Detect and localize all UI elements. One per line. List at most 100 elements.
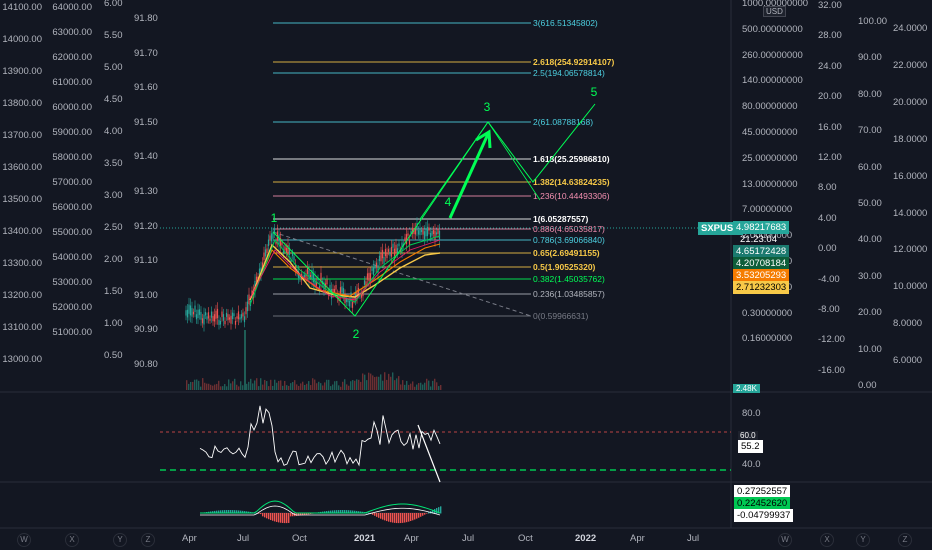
- macd-histogram-bar: [230, 510, 232, 514]
- candle-body: [363, 280, 366, 285]
- volume-bar: [328, 379, 330, 390]
- currency-label[interactable]: USD: [763, 6, 786, 17]
- candle-body: [335, 284, 337, 290]
- bottom-toolbar-button[interactable]: X: [820, 533, 834, 547]
- candle-body: [230, 315, 232, 324]
- time-tick: Apr: [404, 533, 419, 544]
- left2-tick: 54000.00: [52, 252, 92, 263]
- volume-bar: [290, 383, 292, 390]
- candle-body: [255, 276, 258, 282]
- volume-bar: [194, 379, 196, 390]
- right3-tick: 100.00: [858, 16, 888, 27]
- volume-bar: [314, 379, 316, 390]
- macd-histogram-bar: [272, 513, 274, 521]
- macd-tag-3: -0.04799937: [734, 509, 794, 522]
- candle-body: [197, 309, 199, 319]
- bottom-toolbar-button[interactable]: X: [65, 533, 79, 547]
- candle-body: [246, 301, 249, 312]
- macd-histogram-bar: [380, 513, 382, 519]
- volume-bar: [380, 374, 382, 390]
- candle-body: [374, 264, 376, 269]
- fib-level-label: 2.5(194.06578814): [533, 68, 605, 78]
- left1-tick: 13300.00: [2, 258, 42, 269]
- candle-body: [417, 230, 420, 235]
- bottom-toolbar-button[interactable]: W: [778, 533, 792, 547]
- left3-tick: 5.00: [104, 62, 123, 73]
- macd-histogram-bar: [298, 513, 300, 516]
- candle-body: [309, 275, 312, 278]
- macd-histogram-bar: [420, 513, 422, 517]
- time-tick: 2022: [575, 533, 597, 544]
- right3-tick: 0.00: [858, 380, 877, 391]
- macd-histogram-bar: [276, 513, 278, 522]
- macd-histogram-bar: [396, 513, 398, 524]
- volume-bar: [378, 376, 380, 390]
- right3-tick: 20.00: [858, 307, 882, 319]
- volume-bar: [414, 386, 416, 390]
- candle-body: [192, 311, 195, 315]
- left1-tick: 13600.00: [2, 162, 42, 173]
- macd-histogram-bar: [426, 513, 428, 514]
- bottom-toolbar-button[interactable]: Y: [856, 533, 870, 547]
- volume-bar: [274, 379, 276, 390]
- macd-histogram-bar: [368, 512, 370, 514]
- candle-body: [204, 312, 207, 316]
- macd-histogram-bar: [384, 513, 386, 521]
- left3-tick: 1.50: [104, 286, 123, 297]
- macd-histogram-bar: [406, 513, 408, 523]
- candle-body: [419, 227, 421, 236]
- candle-body: [341, 286, 343, 293]
- right4-tick: 16.0000: [893, 170, 928, 182]
- candle-body: [431, 230, 433, 236]
- macd-histogram-bar: [238, 510, 240, 514]
- macd-histogram-bar: [412, 513, 414, 521]
- left1-tick: 13000.00: [2, 354, 42, 365]
- bottom-toolbar-button[interactable]: Z: [141, 533, 155, 547]
- volume-bar: [316, 383, 318, 390]
- fib-level-label: 0.382(1.45035762): [533, 274, 605, 284]
- candle-body: [339, 287, 342, 296]
- candle-body: [287, 244, 289, 255]
- macd-histogram-bar: [216, 510, 218, 514]
- bottom-toolbar-button[interactable]: Y: [113, 533, 127, 547]
- symbol-tag[interactable]: SXPUSD: [698, 222, 744, 235]
- macd-histogram-bar: [284, 513, 286, 524]
- bottom-toolbar-button[interactable]: Z: [898, 533, 912, 547]
- volume-bar: [330, 386, 332, 390]
- candle-body: [366, 273, 369, 280]
- macd-histogram-bar: [328, 510, 330, 514]
- candle-body: [360, 293, 363, 298]
- rightlog-tick: 140.00000000: [742, 75, 803, 87]
- left1-tick: 13800.00: [2, 98, 42, 109]
- macd-histogram-bar: [220, 510, 222, 514]
- macd-histogram-bar: [264, 513, 266, 518]
- macd-histogram-bar: [388, 513, 390, 522]
- macd-histogram-bar: [402, 513, 404, 523]
- bottom-toolbar-button[interactable]: W: [17, 533, 31, 547]
- macd-histogram-bar: [398, 513, 400, 524]
- macd-histogram-bar: [306, 513, 308, 515]
- volume-bar: [308, 381, 310, 390]
- volume-bar: [266, 381, 268, 390]
- candle-body: [299, 275, 301, 279]
- volume-bar: [400, 384, 402, 390]
- rightlog-tick: 2.00000000: [742, 230, 793, 242]
- volume-bar: [336, 380, 338, 390]
- volume-bar: [350, 381, 352, 390]
- macd-histogram-bar: [424, 513, 426, 515]
- macd-histogram-bar: [232, 510, 234, 514]
- volume-bar: [440, 384, 442, 390]
- volume-bar: [206, 383, 208, 390]
- left2-tick: 61000.00: [52, 77, 92, 88]
- volume-bar: [262, 384, 264, 390]
- left3-tick: 6.00: [104, 0, 123, 9]
- macd-histogram-bar: [438, 507, 440, 514]
- candle-body: [245, 307, 247, 315]
- macd-histogram-bar: [214, 510, 216, 514]
- candle-body: [212, 316, 214, 322]
- countdown-tag: 21:23:04: [740, 234, 777, 245]
- macd-histogram-bar: [404, 513, 406, 523]
- macd-histogram-bar: [400, 513, 402, 524]
